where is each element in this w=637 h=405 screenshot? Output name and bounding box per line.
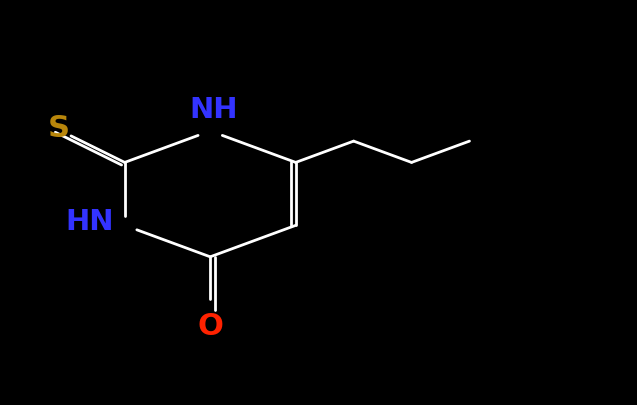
Text: NH: NH: [189, 96, 238, 123]
Text: HN: HN: [66, 208, 114, 236]
Text: S: S: [47, 114, 69, 143]
Text: O: O: [197, 311, 223, 341]
